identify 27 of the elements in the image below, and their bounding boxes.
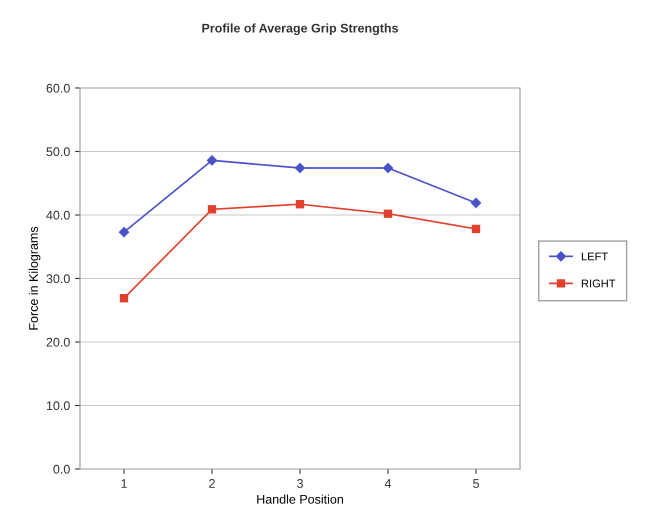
- point: [296, 200, 304, 208]
- point: [384, 210, 392, 218]
- point: [208, 205, 216, 214]
- x-axis-title: Handle Position: [257, 494, 343, 504]
- y-tick-label: 30.0: [46, 274, 70, 284]
- chart-title: Profile of Average Grip Strengths: [202, 23, 398, 36]
- y-tick-label: 50.0: [46, 147, 70, 156]
- point: [470, 198, 482, 208]
- y-tick-label: 40.0: [46, 210, 70, 220]
- point: [294, 162, 306, 174]
- x-tick-label: 3: [297, 479, 303, 488]
- point: [472, 224, 480, 234]
- x-tick-label: 1: [121, 479, 127, 488]
- x-tick-label: 2: [209, 479, 215, 488]
- point: [206, 155, 218, 166]
- point: [120, 294, 128, 302]
- y-tick-label: 0.0: [53, 464, 70, 474]
- y-tick-label: 10.0: [46, 401, 70, 410]
- x-tick-label: 4: [384, 479, 392, 488]
- x-tick-label: 5: [473, 479, 479, 488]
- point: [118, 227, 130, 238]
- legend-label: RIGHT: [582, 280, 616, 288]
- y-tick-label: 60.0: [46, 84, 70, 93]
- y-axis-title: Force in Kilograms: [28, 226, 40, 330]
- y-tick-label: 20.0: [46, 338, 70, 347]
- point: [382, 162, 394, 174]
- legend-label: LEFT: [582, 252, 608, 260]
